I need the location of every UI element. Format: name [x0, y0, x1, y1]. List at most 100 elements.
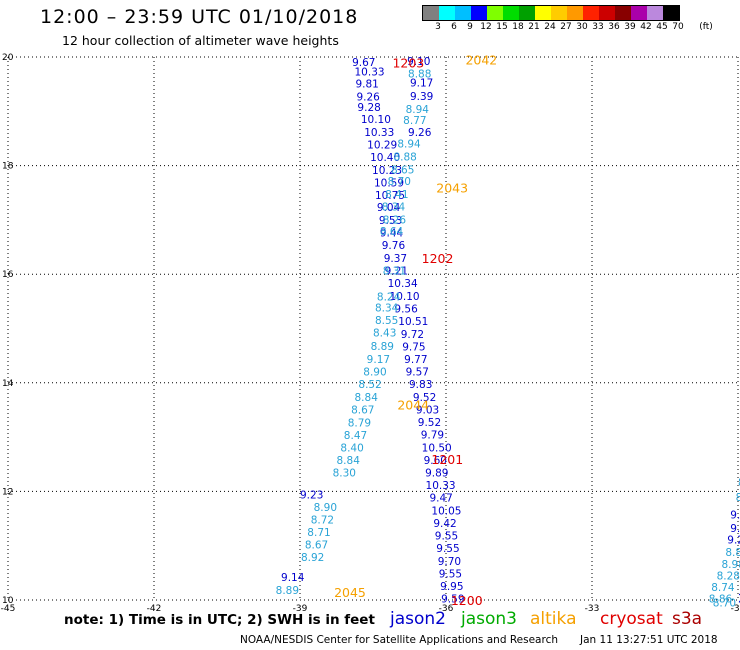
wave-height-value: 9.55: [436, 543, 459, 555]
wave-height-value: 9.14: [281, 572, 305, 584]
wave-height-value: 9.37: [384, 253, 407, 265]
wave-height-value: 10.51: [398, 316, 428, 328]
wave-height-value: 9.26: [356, 92, 380, 104]
wave-height-value: 9.95: [440, 581, 463, 593]
wave-height-value: 8.28: [717, 571, 740, 583]
footer-note: note: 1) Time is in UTC; 2) SWH is in fe…: [64, 612, 375, 628]
color-scale-swatch: [663, 6, 679, 20]
color-scale-label: 36: [608, 22, 620, 32]
wave-height-value: 8.: [736, 492, 740, 504]
wave-height-value: 9.53: [379, 215, 402, 227]
wave-height-value: 9.28: [357, 102, 380, 114]
wave-height-value: 9.83: [409, 379, 432, 391]
wave-height-value: 8.30: [333, 467, 356, 479]
wave-height-value: 8.90: [363, 366, 386, 378]
color-scale-label: 24: [544, 22, 556, 32]
wave-height-value: 9.81: [355, 79, 378, 91]
wave-height-value: 8.90: [314, 502, 337, 514]
wave-height-value: 8.67: [305, 540, 328, 552]
legend-jason3: jason3: [461, 609, 517, 629]
wave-height-value: 8.70: [388, 176, 411, 188]
color-scale-swatch: [599, 6, 615, 20]
color-scale-label: 12: [480, 22, 492, 32]
wave-height-value: 8.77: [403, 115, 426, 127]
color-scale-label: 9: [467, 22, 473, 32]
wave-height-value: 8.79: [348, 417, 371, 429]
wave-height-value: 9.42: [433, 518, 456, 530]
wave-height-value: 8.67: [351, 404, 374, 416]
wave-height-value: 8.84: [355, 392, 379, 404]
wave-height-value: 9.79: [421, 429, 444, 441]
pass-label: 1201: [431, 452, 463, 467]
wave-height-value: 10.59: [374, 177, 404, 189]
wave-height-value: 8.52: [358, 379, 381, 391]
wave-height-value: 9.20: [727, 535, 740, 547]
wave-height-value: 9.03: [416, 404, 439, 416]
wave-height-value: 8.89: [371, 341, 394, 353]
wave-height-value: 9.72: [401, 329, 424, 341]
color-scale-swatch: [423, 6, 439, 20]
wave-height-value: 10.50: [422, 442, 452, 454]
legend-cryosat: cryosat: [600, 609, 663, 629]
wave-height-value: 9.56: [394, 303, 418, 315]
wave-height-value: 9.57: [406, 366, 429, 378]
wave-height-value: 9.47: [429, 492, 452, 504]
wave-height-value: 9.39: [410, 91, 433, 103]
wave-height-value: 10.23: [372, 165, 402, 177]
wave-height-value: 10.75: [375, 190, 405, 202]
color-scale-label: 6: [451, 22, 457, 32]
x-tick-label: -36: [439, 604, 454, 614]
color-scale-label: 70: [672, 22, 684, 32]
wave-height-value: 9.67: [352, 57, 375, 69]
color-scale-swatch: [631, 6, 647, 20]
pass-label: 1200: [451, 593, 483, 608]
pass-label: 2: [738, 590, 740, 605]
pass-label: 2042: [465, 53, 497, 68]
y-tick-label: 12: [2, 487, 13, 497]
footer-timestamp: Jan 11 13:27:51 UTC 2018: [580, 634, 718, 646]
wave-height-value: 8.98: [721, 559, 740, 571]
legend-jason2: jason2: [390, 609, 446, 629]
wave-height-value: 9.89: [425, 467, 448, 479]
pass-label: 1203: [392, 55, 424, 70]
wave-height-value: 9.55: [435, 530, 458, 542]
color-scale-swatch: [567, 6, 583, 20]
wave-height-value: 10.05: [431, 505, 461, 517]
y-tick-label: 18: [2, 162, 14, 172]
color-scale-swatch: [455, 6, 471, 20]
color-scale-swatch: [583, 6, 599, 20]
wave-height-value: 10.34: [388, 278, 418, 290]
color-scale-label: 21: [528, 22, 540, 32]
wave-height-value: 9.70: [438, 556, 461, 568]
wave-height-value: 8: [738, 477, 740, 489]
wave-height-value: 8.88: [393, 151, 416, 163]
color-scale-swatch: [551, 6, 567, 20]
wave-height-value: 10.33: [355, 67, 385, 79]
wave-height-value: 8.94: [397, 138, 421, 150]
y-tick-label: 10: [2, 596, 14, 606]
wave-height-value: 9.52: [418, 417, 441, 429]
wave-height-value: 10.33: [364, 127, 394, 139]
wave-height-value: 8.70: [713, 598, 736, 610]
wave-height-value: 8.88: [408, 68, 431, 80]
wave-height-value: 8.86: [709, 593, 733, 605]
wave-height-value: 8.65: [391, 164, 414, 176]
y-tick-label: 20: [2, 53, 14, 63]
wave-height-value: 9.52: [413, 392, 436, 404]
wave-height-value: 9.55: [439, 568, 462, 580]
wave-height-value: 8.40: [340, 442, 363, 454]
wave-height-value: 9.21: [385, 265, 408, 277]
wave-height-value: 9.04: [377, 202, 401, 214]
pass-label: 1202: [422, 251, 454, 266]
wave-height-value: 8.43: [373, 327, 396, 339]
color-scale-swatch: [471, 6, 487, 20]
page-title: 12:00 – 23:59 UTC 01/10/2018: [40, 6, 359, 28]
color-scale-swatch: [535, 6, 551, 20]
color-scale-swatch: [647, 6, 663, 20]
wave-height-value: 9.26: [408, 127, 432, 139]
wave-height-value: 9.17: [367, 354, 390, 366]
color-scale-labels: 3 6 9 12 15 18 21 24 27 30 33 36 39 42 45 70 (ft): [422, 21, 713, 33]
wave-height-value: 9.10: [407, 56, 430, 68]
wave-height-value: 8.89: [276, 585, 299, 597]
